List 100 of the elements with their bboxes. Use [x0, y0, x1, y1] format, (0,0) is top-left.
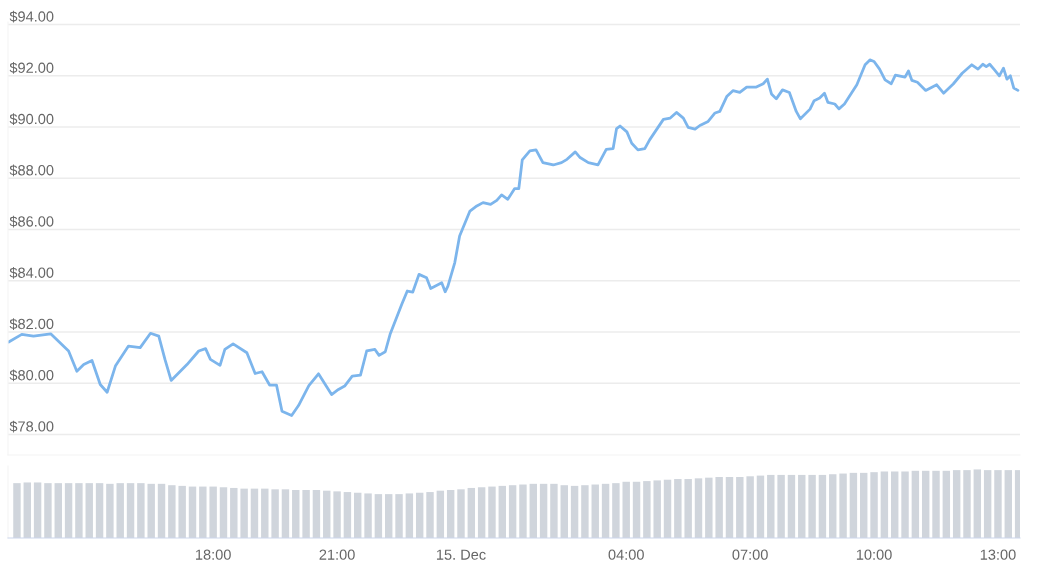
bar: [963, 470, 971, 538]
bar: [343, 492, 352, 538]
bar: [178, 485, 186, 538]
bar: [374, 494, 383, 538]
bar: [188, 486, 197, 538]
bar: [405, 493, 414, 538]
bar: [632, 481, 641, 538]
x-tick-label: 15. Dec: [436, 549, 486, 560]
bar: [519, 484, 527, 538]
bar: [952, 470, 961, 538]
bar: [622, 481, 630, 538]
bar: [539, 483, 548, 538]
bar: [1004, 470, 1013, 538]
bar: [808, 474, 816, 538]
bar: [426, 492, 434, 538]
bar: [787, 474, 796, 538]
bar: [911, 470, 920, 538]
bar: [870, 472, 878, 538]
bar: [333, 491, 341, 538]
bar: [663, 479, 672, 538]
bar: [983, 470, 992, 538]
bar: [240, 488, 248, 538]
bar: [529, 483, 537, 538]
y-tick-label: $82.00: [9, 318, 54, 330]
x-tick-label: 10:00: [856, 549, 892, 560]
bar: [818, 474, 827, 538]
bar: [694, 478, 703, 538]
bar: [157, 483, 166, 538]
bar: [199, 486, 207, 538]
x-tick-label: 04:00: [608, 549, 644, 560]
bar: [550, 483, 558, 538]
bar: [612, 483, 620, 538]
bar: [684, 479, 692, 538]
bar: [942, 470, 951, 538]
bar: [560, 485, 568, 538]
bar: [488, 486, 496, 538]
bar: [13, 483, 21, 538]
bar: [498, 485, 507, 538]
bar: [364, 493, 372, 538]
bar: [137, 483, 145, 538]
bar: [674, 479, 682, 538]
bar: [457, 489, 465, 538]
bar: [1014, 470, 1020, 538]
bar: [126, 483, 135, 538]
bar: [147, 483, 155, 538]
bar: [508, 485, 517, 538]
y-tick-label: $94.00: [9, 10, 54, 23]
y-tick-label: $92.00: [9, 61, 54, 74]
bar: [921, 470, 930, 538]
bar: [736, 476, 744, 538]
bar: [209, 486, 217, 538]
bar: [116, 483, 124, 538]
bar: [323, 490, 331, 538]
bar: [601, 483, 610, 538]
y-tick-label: $88.00: [9, 164, 54, 177]
bar: [653, 480, 661, 538]
bar: [415, 492, 424, 538]
bar: [777, 474, 785, 538]
bar: [85, 483, 93, 538]
bar: [54, 483, 62, 538]
bar: [705, 477, 713, 538]
bar: [33, 482, 42, 538]
bar: [570, 485, 579, 538]
bar: [973, 469, 982, 538]
bar: [281, 489, 290, 538]
bar: [302, 490, 310, 538]
bar: [312, 490, 321, 538]
bar: [64, 483, 73, 538]
bar: [932, 470, 940, 538]
bar: [95, 483, 104, 538]
bar: [890, 471, 899, 538]
bar: [715, 476, 723, 538]
bar: [261, 488, 269, 538]
x-tick-label: 21:00: [319, 549, 355, 560]
y-tick-label: $84.00: [9, 266, 54, 279]
bar: [829, 474, 837, 538]
bar: [994, 470, 1002, 538]
y-tick-label: $78.00: [9, 420, 54, 433]
bar: [467, 487, 476, 538]
y-tick-label: $86.00: [9, 215, 54, 228]
bar: [395, 494, 403, 538]
bar: [446, 490, 455, 538]
bar: [23, 482, 31, 538]
bar: [901, 471, 909, 538]
bar: [292, 490, 300, 538]
bar: [798, 474, 806, 538]
y-tick-label: $80.00: [9, 369, 54, 382]
bar: [250, 488, 259, 538]
bar: [746, 476, 754, 538]
bar: [354, 492, 362, 538]
bar: [436, 490, 445, 538]
bar: [75, 483, 83, 538]
bar: [230, 487, 238, 538]
bar: [591, 484, 599, 538]
bar: [581, 485, 589, 538]
bar: [44, 483, 52, 538]
y-tick-label: $90.00: [9, 113, 54, 126]
x-tick-label: 13:00: [980, 549, 1016, 560]
bar: [756, 475, 765, 538]
bar: [271, 489, 279, 538]
